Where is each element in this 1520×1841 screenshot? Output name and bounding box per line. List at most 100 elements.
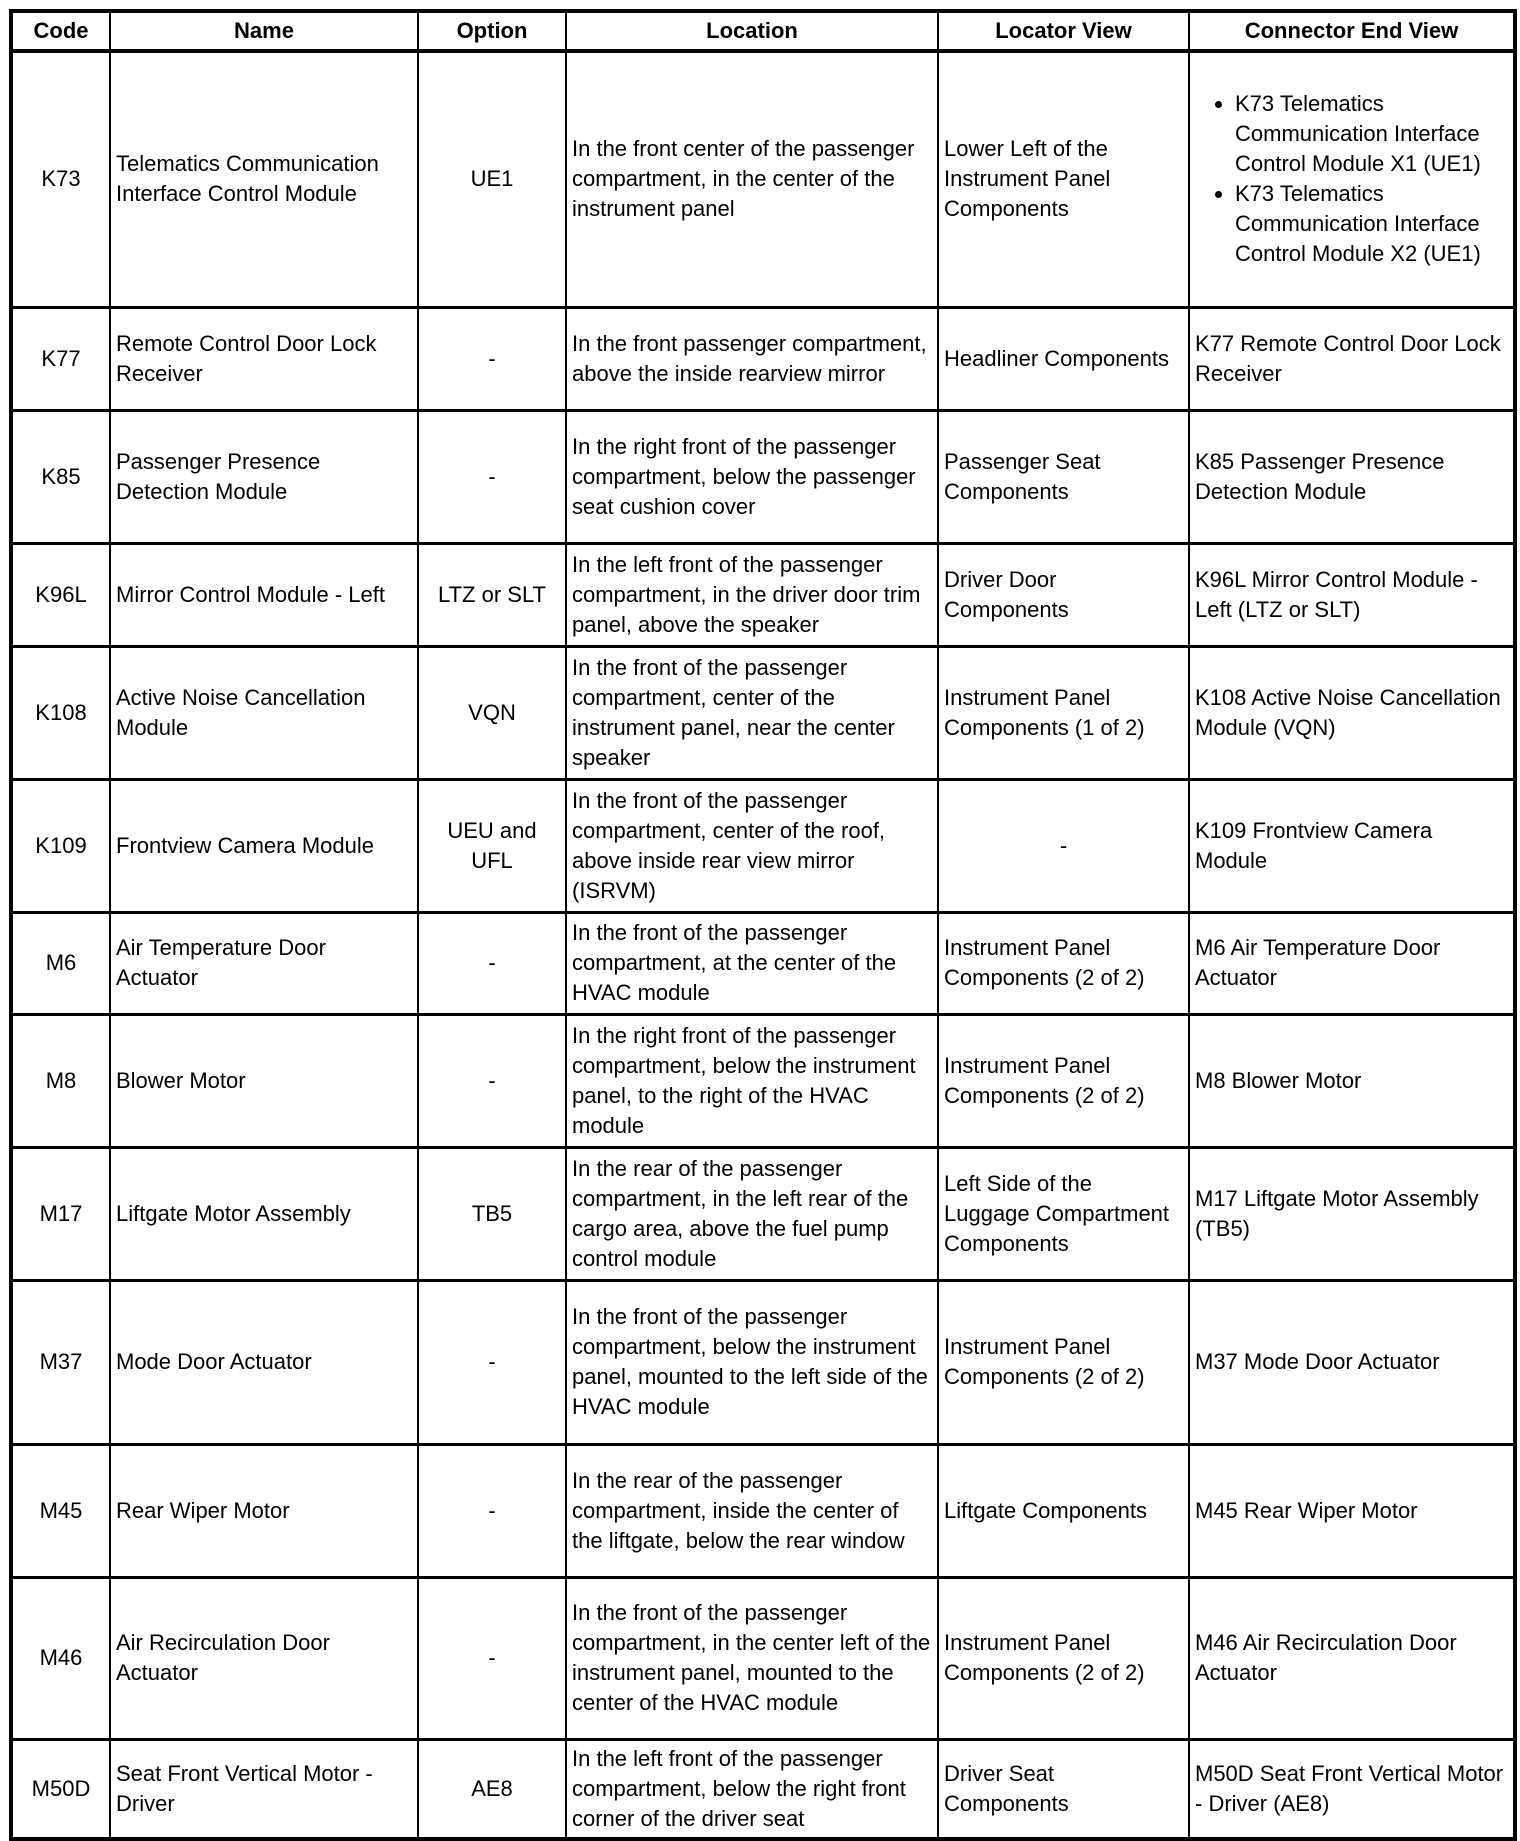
cell-location: In the rear of the passenger compartment… xyxy=(565,1145,939,1282)
table-row: K85 Passenger Presence Detection Module - I… xyxy=(10,408,1516,545)
cell-locator-view: Lower Left of the Instrument Panel Compo… xyxy=(937,49,1190,309)
cell-name: Telematics Communication Interface Contr… xyxy=(109,49,419,309)
cell-location: In the rear of the passenger compartment… xyxy=(565,1442,939,1579)
cell-location: In the right front of the passenger comp… xyxy=(565,408,939,545)
table-row: K108 Active Noise Cancellation Module VQN I… xyxy=(10,644,1516,781)
cell-code: M6 xyxy=(10,910,111,1016)
cell-location: In the left front of the passenger compa… xyxy=(565,541,939,648)
cell-connector-end-view: M50D Seat Front Vertical Motor - Driver … xyxy=(1188,1737,1516,1841)
header-row: Code Name Option Location Locator View C… xyxy=(10,9,1516,53)
cell-location: In the front center of the passenger com… xyxy=(565,49,939,309)
cell-locator-view: Instrument Panel Components (2 of 2) xyxy=(937,1575,1190,1741)
cell-location: In the front passenger compartment, abov… xyxy=(565,305,939,412)
cell-locator-view: - xyxy=(937,777,1190,914)
cell-name: Mode Door Actuator xyxy=(109,1278,419,1446)
cell-locator-view: Instrument Panel Components (2 of 2) xyxy=(937,1278,1190,1446)
cell-locator-view: Driver Seat Components xyxy=(937,1737,1190,1841)
cell-name: Frontview Camera Module xyxy=(109,777,419,914)
cell-connector-end-view: K108 Active Noise Cancellation Module (V… xyxy=(1188,644,1516,781)
connector-item: K73 Telematics Communication Interface C… xyxy=(1235,179,1508,269)
cell-option: - xyxy=(417,1575,567,1741)
cell-code: K108 xyxy=(10,644,111,781)
cell-option: - xyxy=(417,1278,567,1446)
cell-option: LTZ or SLT xyxy=(417,541,567,648)
cell-location: In the right front of the passenger comp… xyxy=(565,1012,939,1149)
cell-name: Seat Front Vertical Motor - Driver xyxy=(109,1737,419,1841)
cell-location: In the front of the passenger compartmen… xyxy=(565,644,939,781)
cell-name: Mirror Control Module - Left xyxy=(109,541,419,648)
cell-code: K96L xyxy=(10,541,111,648)
cell-name: Remote Control Door Lock Receiver xyxy=(109,305,419,412)
cell-location: In the front of the passenger compartmen… xyxy=(565,910,939,1016)
cell-connector-end-view: M6 Air Temperature Door Actuator xyxy=(1188,910,1516,1016)
cell-code: K77 xyxy=(10,305,111,412)
header-connector-end-view: Connector End View xyxy=(1188,9,1516,53)
cell-option: TB5 xyxy=(417,1145,567,1282)
header-option: Option xyxy=(417,9,567,53)
cell-locator-view: Left Side of the Luggage Compartment Com… xyxy=(937,1145,1190,1282)
cell-option: - xyxy=(417,408,567,545)
cell-connector-end-view: K85 Passenger Presence Detection Module xyxy=(1188,408,1516,545)
cell-option: VQN xyxy=(417,644,567,781)
table-row: M37 Mode Door Actuator - In the front of th… xyxy=(10,1278,1516,1446)
cell-code: K109 xyxy=(10,777,111,914)
cell-name: Liftgate Motor Assembly xyxy=(109,1145,419,1282)
cell-locator-view: Driver Door Components xyxy=(937,541,1190,648)
cell-name: Active Noise Cancellation Module xyxy=(109,644,419,781)
cell-option: - xyxy=(417,910,567,1016)
cell-option: UEU and UFL xyxy=(417,777,567,914)
header-location: Location xyxy=(565,9,939,53)
table-row: M50D Seat Front Vertical Motor - Driver AE… xyxy=(10,1737,1516,1841)
cell-option: UE1 xyxy=(417,49,567,309)
cell-name: Blower Motor xyxy=(109,1012,419,1149)
table-row: M17 Liftgate Motor Assembly TB5 In the rear… xyxy=(10,1145,1516,1282)
cell-connector-end-view: M45 Rear Wiper Motor xyxy=(1188,1442,1516,1579)
cell-option: - xyxy=(417,1442,567,1579)
cell-connector-end-view: K96L Mirror Control Module - Left (LTZ o… xyxy=(1188,541,1516,648)
table-row: M45 Rear Wiper Motor - In the rear of the p… xyxy=(10,1442,1516,1579)
connector-item: K73 Telematics Communication Interface C… xyxy=(1235,89,1508,179)
cell-location: In the front of the passenger compartmen… xyxy=(565,1278,939,1446)
cell-code: M17 xyxy=(10,1145,111,1282)
cell-code: K85 xyxy=(10,408,111,545)
component-locator-table: Code Name Option Location Locator View C… xyxy=(9,9,1517,1841)
cell-code: M37 xyxy=(10,1278,111,1446)
cell-name: Air Temperature Door Actuator xyxy=(109,910,419,1016)
cell-code: M45 xyxy=(10,1442,111,1579)
cell-locator-view: Instrument Panel Components (1 of 2) xyxy=(937,644,1190,781)
table-row: K73 Telematics Communication Interface Co… xyxy=(10,49,1516,309)
cell-locator-view: Instrument Panel Components (2 of 2) xyxy=(937,1012,1190,1149)
cell-locator-view: Passenger Seat Components xyxy=(937,408,1190,545)
cell-location: In the front of the passenger compartmen… xyxy=(565,777,939,914)
cell-name: Passenger Presence Detection Module xyxy=(109,408,419,545)
cell-locator-view: Instrument Panel Components (2 of 2) xyxy=(937,910,1190,1016)
header-name: Name xyxy=(109,9,419,53)
connector-list: K73 Telematics Communication Interface C… xyxy=(1195,89,1508,269)
cell-connector-end-view: M37 Mode Door Actuator xyxy=(1188,1278,1516,1446)
cell-code: M8 xyxy=(10,1012,111,1149)
table-row: K96L Mirror Control Module - Left LTZ or S… xyxy=(10,541,1516,648)
cell-code: M46 xyxy=(10,1575,111,1741)
cell-connector-end-view: M8 Blower Motor xyxy=(1188,1012,1516,1149)
cell-location: In the left front of the passenger compa… xyxy=(565,1737,939,1841)
cell-connector-end-view: M46 Air Recirculation Door Actuator xyxy=(1188,1575,1516,1741)
cell-code: K73 xyxy=(10,49,111,309)
table-row: K77 Remote Control Door Lock Receiver - In … xyxy=(10,305,1516,412)
table-row: M46 Air Recirculation Door Actuator - In th… xyxy=(10,1575,1516,1741)
table-row: M6 Air Temperature Door Actuator - In the f… xyxy=(10,910,1516,1016)
cell-locator-view: Liftgate Components xyxy=(937,1442,1190,1579)
cell-option: - xyxy=(417,305,567,412)
cell-location: In the front of the passenger compartmen… xyxy=(565,1575,939,1741)
cell-connector-end-view: M17 Liftgate Motor Assembly (TB5) xyxy=(1188,1145,1516,1282)
cell-connector-end-view: K73 Telematics Communication Interface C… xyxy=(1188,49,1516,309)
cell-code: M50D xyxy=(10,1737,111,1841)
table-row: M8 Blower Motor - In the right front of the… xyxy=(10,1012,1516,1149)
header-code: Code xyxy=(10,9,111,53)
cell-locator-view: Headliner Components xyxy=(937,305,1190,412)
cell-name: Rear Wiper Motor xyxy=(109,1442,419,1579)
header-locator-view: Locator View xyxy=(937,9,1190,53)
cell-connector-end-view: K109 Frontview Camera Module xyxy=(1188,777,1516,914)
table-row: K109 Frontview Camera Module UEU and UFL In… xyxy=(10,777,1516,914)
cell-option: - xyxy=(417,1012,567,1149)
cell-connector-end-view: K77 Remote Control Door Lock Receiver xyxy=(1188,305,1516,412)
